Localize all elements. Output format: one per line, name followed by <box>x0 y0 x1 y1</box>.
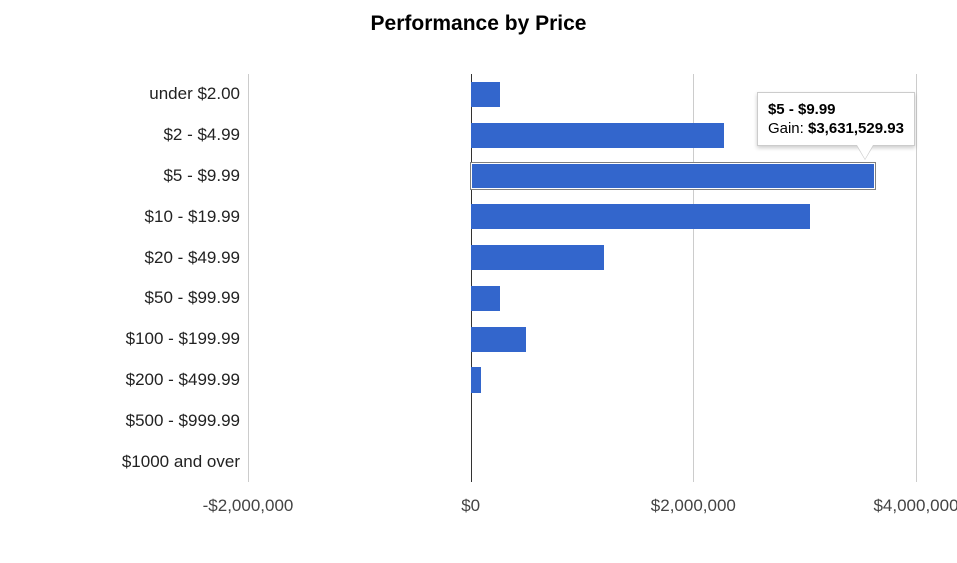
y-axis-label: $1000 and over <box>122 452 240 472</box>
y-axis-label: $500 - $999.99 <box>126 411 240 431</box>
bar[interactable] <box>471 245 605 270</box>
y-axis-labels: under $2.00 $2 - $4.99 $5 - $9.99 $10 - $19… <box>0 74 248 482</box>
y-axis-label: $2 - $4.99 <box>163 125 240 145</box>
bar[interactable] <box>471 82 500 107</box>
x-axis-label: $0 <box>461 496 480 516</box>
y-axis-label: $100 - $199.99 <box>126 329 240 349</box>
tooltip-value: $3,631,529.93 <box>808 120 904 137</box>
chart-title: Performance by Price <box>0 12 957 36</box>
tooltip: $5 - $9.99 Gain: $3,631,529.93 <box>757 92 915 146</box>
tooltip-title: $5 - $9.99 <box>768 101 904 118</box>
bar[interactable] <box>471 163 875 188</box>
y-axis-label: $10 - $19.99 <box>145 207 240 227</box>
y-axis-label: $20 - $49.99 <box>145 248 240 268</box>
x-axis-label: -$2,000,000 <box>203 496 294 516</box>
x-gridline <box>248 74 249 482</box>
tooltip-value-line: Gain: $3,631,529.93 <box>768 120 904 137</box>
y-axis-label: $200 - $499.99 <box>126 370 240 390</box>
bar[interactable] <box>471 367 481 392</box>
chart-container: Performance by Price under $2.00 $2 - $4.… <box>0 0 957 563</box>
y-axis-label: under $2.00 <box>149 84 240 104</box>
tooltip-tail <box>857 145 873 159</box>
tooltip-value-label: Gain: <box>768 120 804 137</box>
bar[interactable] <box>471 123 725 148</box>
x-axis-label: $4,000,000 <box>873 496 957 516</box>
y-axis-label: $5 - $9.99 <box>163 166 240 186</box>
x-axis-label: $2,000,000 <box>651 496 736 516</box>
y-axis-label: $50 - $99.99 <box>145 288 240 308</box>
bar[interactable] <box>471 286 500 311</box>
bar[interactable] <box>471 204 811 229</box>
bar[interactable] <box>471 327 527 352</box>
x-axis-labels: -$2,000,000$0$2,000,000$4,000,000 <box>248 496 916 526</box>
x-gridline <box>916 74 917 482</box>
